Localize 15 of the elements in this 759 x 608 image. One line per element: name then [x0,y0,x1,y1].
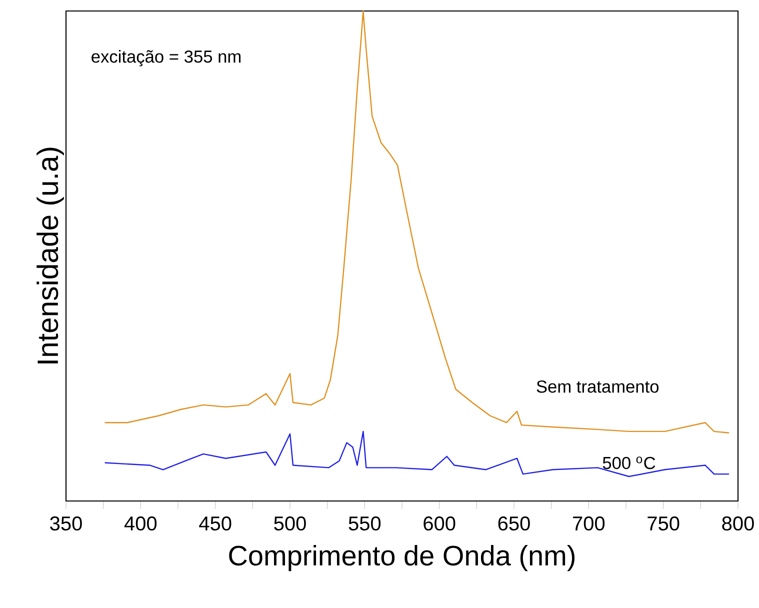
x-tick-label: 800 [722,516,754,531]
x-tick-label: 500 [274,516,306,531]
y-axis-title: Intensidade (u.a) [36,148,64,364]
x-tick-label: 450 [199,516,232,531]
x-tick-label: 550 [348,516,381,531]
x-axis-title: Comprimento de Onda (nm) [229,545,574,572]
x-tick-label: 750 [648,516,680,531]
x-tick-label: 600 [424,516,456,531]
series-label: 500 $^{o}$C [602,456,656,470]
x-tick-label: 400 [124,516,157,531]
series-label: Sem tratamento [536,380,659,393]
annotation: excitação = 355 nm [92,50,240,66]
x-tick-label: 650 [498,516,530,531]
x-tick-label: 350 [50,516,82,531]
x-tick-label: 700 [573,516,605,531]
